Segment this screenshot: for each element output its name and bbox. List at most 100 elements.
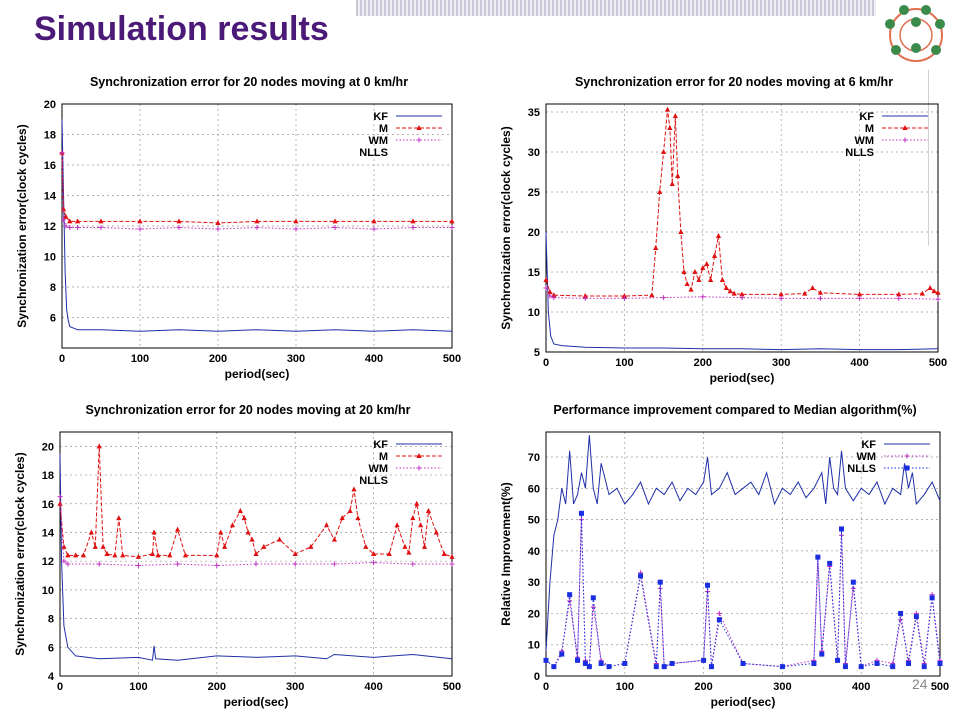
- y-axis-label: Relative Improvement(%): [499, 482, 513, 625]
- chart-title: Performance improvement compared to Medi…: [553, 403, 916, 417]
- series-point-nlls: [669, 660, 675, 666]
- series-point-nlls: [590, 595, 596, 601]
- series-point-nlls: [827, 560, 833, 566]
- plot-frame: [545, 431, 941, 677]
- series-point-wm: [215, 226, 221, 232]
- y-tick-label: 18: [44, 130, 56, 142]
- series-point-m: [802, 290, 808, 296]
- series-point-m: [919, 290, 925, 296]
- series-point-nlls: [740, 660, 746, 666]
- series-point-wm: [61, 217, 67, 223]
- series-point-m: [218, 529, 224, 535]
- y-tick-label: 30: [528, 577, 540, 589]
- series-point-m: [414, 500, 420, 506]
- page-number: 24: [912, 676, 928, 692]
- series-point-m: [661, 149, 667, 154]
- series-point-m: [711, 253, 718, 258]
- series-point-nlls: [779, 664, 785, 670]
- series-point-m: [245, 529, 251, 535]
- series-point-m: [653, 245, 659, 250]
- series-point-m: [116, 515, 122, 521]
- x-tick-label: 100: [131, 353, 149, 365]
- series-point-m: [704, 261, 710, 266]
- series-point-wm: [857, 295, 863, 301]
- series-point-wm: [371, 560, 377, 566]
- x-tick-label: 100: [615, 357, 633, 369]
- series-point-m: [551, 292, 557, 298]
- series-point-wm: [75, 225, 81, 231]
- legend-label: KF: [373, 439, 388, 451]
- legend-marker-m: [416, 453, 422, 458]
- y-axis-label: Synchronization error(clock cycles): [499, 126, 513, 329]
- series-point-wm: [371, 226, 377, 232]
- series-point-m: [363, 543, 369, 549]
- series-point-m: [98, 218, 104, 224]
- series-point-wm: [621, 295, 627, 301]
- series-point-m: [323, 522, 330, 528]
- series-line-kf: [61, 119, 453, 332]
- series-point-nlls: [578, 510, 584, 516]
- y-tick-label: 5: [534, 347, 540, 359]
- series-point-nlls: [705, 582, 711, 588]
- series-point-nlls: [890, 664, 896, 670]
- legend-label: WM: [368, 135, 388, 147]
- series-point-m: [688, 286, 694, 292]
- series-point-m: [449, 553, 455, 559]
- series-point-wm: [935, 296, 941, 302]
- series-point-m: [681, 269, 687, 274]
- x-tick-label: 100: [616, 681, 634, 693]
- series-point-m: [441, 551, 447, 556]
- legend-marker-wm: [416, 465, 422, 471]
- x-axis-label: period(sec): [710, 371, 775, 385]
- series-point-m: [421, 543, 428, 549]
- x-tick-label: 200: [208, 681, 226, 693]
- series-point-m: [151, 529, 157, 535]
- x-tick-label: 400: [850, 357, 868, 369]
- series-point-m: [675, 173, 681, 178]
- series-point-wm: [449, 561, 455, 567]
- y-tick-label: 8: [50, 282, 56, 294]
- series-point-m: [667, 125, 673, 130]
- x-tick-label: 500: [931, 681, 949, 693]
- series-point-m: [331, 536, 337, 542]
- series-point-m: [63, 213, 69, 219]
- y-tick-label: 16: [44, 160, 56, 172]
- series-point-wm: [59, 150, 65, 156]
- series-point-m: [73, 552, 79, 558]
- series-line-kf: [59, 453, 453, 661]
- series-line-m: [61, 152, 452, 224]
- legend-marker-wm: [416, 137, 422, 143]
- series-point-wm: [410, 225, 416, 231]
- x-tick-label: 0: [57, 681, 63, 693]
- legend-label: KF: [861, 439, 876, 451]
- series-point-m: [669, 181, 675, 186]
- x-axis-label: period(sec): [711, 695, 776, 709]
- legend-label: M: [379, 451, 388, 463]
- series-point-m: [149, 551, 156, 556]
- series-point-wm: [410, 561, 416, 567]
- y-tick-label: 8: [48, 614, 54, 626]
- series-point-wm: [332, 225, 338, 231]
- series-point-m: [678, 229, 684, 234]
- series-point-wm: [293, 226, 299, 232]
- series-line-m: [545, 109, 939, 297]
- legend-label: M: [865, 123, 874, 135]
- series-point-m: [719, 277, 725, 282]
- y-tick-label: 18: [42, 470, 54, 482]
- series-point-m: [386, 551, 392, 556]
- series-point-nlls: [653, 664, 659, 670]
- legend-label: WM: [854, 135, 874, 147]
- series-point-nlls: [921, 664, 927, 670]
- series-point-wm: [778, 295, 784, 301]
- series-line-m: [59, 446, 453, 558]
- legend-label: NLLS: [845, 147, 874, 159]
- series-point-nlls: [543, 657, 549, 663]
- y-tick-label: 70: [528, 452, 540, 464]
- series-point-m: [254, 218, 260, 224]
- chart-panel-3: 0 100 200 300 400 500 4 6 8 10 12 14 16 18 20 Synchroni…: [13, 403, 461, 709]
- series-point-m: [332, 218, 338, 224]
- series-point-wm: [661, 295, 667, 301]
- series-point-nlls: [598, 660, 604, 666]
- series-point-wm: [292, 561, 298, 567]
- series-point-m: [621, 293, 627, 298]
